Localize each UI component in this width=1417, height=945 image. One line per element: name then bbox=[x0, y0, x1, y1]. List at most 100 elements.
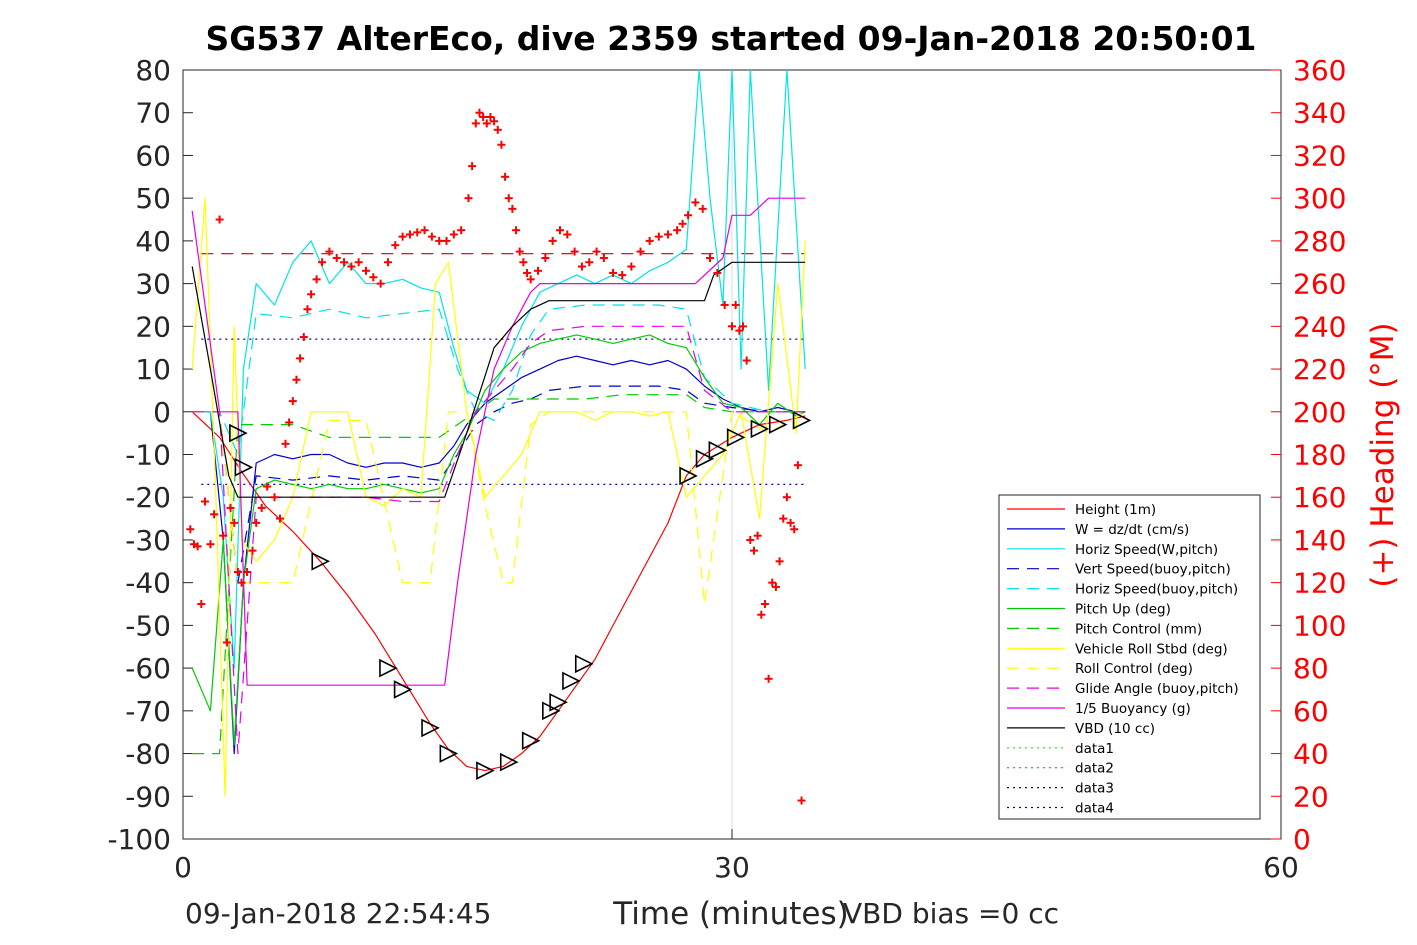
heading-marker bbox=[475, 108, 484, 117]
heading-marker bbox=[215, 215, 224, 224]
heading-marker bbox=[281, 439, 290, 448]
heading-marker bbox=[691, 198, 700, 207]
y-tick-label: -10 bbox=[125, 439, 171, 472]
heading-marker bbox=[237, 578, 246, 587]
heading-marker bbox=[654, 232, 663, 241]
heading-marker bbox=[263, 482, 272, 491]
glider-marker bbox=[708, 440, 728, 460]
heading-marker bbox=[391, 241, 400, 250]
heading-marker bbox=[698, 204, 707, 213]
x-tick-label: 60 bbox=[1263, 851, 1299, 884]
series-line bbox=[192, 394, 806, 755]
heading-marker bbox=[312, 275, 321, 284]
glider-marker bbox=[549, 692, 568, 712]
heading-marker bbox=[222, 638, 231, 647]
y2-tick-label: 200 bbox=[1293, 396, 1346, 429]
x-axis-label: Time (minutes) bbox=[612, 896, 848, 932]
glider-marker bbox=[393, 680, 413, 699]
heading-marker bbox=[618, 271, 627, 280]
y-tick-label: 80 bbox=[135, 54, 171, 87]
heading-marker bbox=[332, 253, 341, 262]
glider-marker bbox=[792, 411, 812, 430]
heading-marker bbox=[285, 418, 294, 427]
heading-marker bbox=[609, 268, 618, 277]
heading-marker bbox=[471, 119, 480, 128]
heading-marker bbox=[508, 204, 517, 213]
heading-marker bbox=[275, 514, 284, 523]
y-tick-label: -70 bbox=[125, 695, 171, 728]
heading-marker bbox=[497, 140, 506, 149]
heading-marker bbox=[735, 326, 744, 335]
y2-tick-label: 0 bbox=[1293, 823, 1311, 856]
heading-marker bbox=[753, 531, 762, 540]
legend-label: 1/5 Buoyancy (g) bbox=[1075, 701, 1191, 717]
series-line bbox=[192, 385, 806, 584]
heading-marker bbox=[197, 600, 206, 609]
heading-marker bbox=[486, 112, 495, 121]
heading-marker bbox=[210, 510, 219, 519]
heading-marker bbox=[731, 300, 740, 309]
heading-marker bbox=[252, 518, 261, 527]
glider-marker bbox=[768, 415, 788, 434]
plot-area: -100-90-80-70-60-50-40-30-20-10010203040… bbox=[107, 54, 1346, 884]
heading-marker bbox=[673, 226, 682, 235]
heading-marker bbox=[627, 262, 636, 271]
heading-marker bbox=[219, 531, 228, 540]
series-line bbox=[192, 411, 806, 605]
heading-marker bbox=[479, 112, 488, 121]
heading-marker bbox=[405, 230, 414, 239]
glider-marker bbox=[421, 718, 440, 738]
y2-tick-label: 280 bbox=[1293, 225, 1346, 258]
heading-marker bbox=[296, 354, 305, 363]
heading-marker bbox=[599, 253, 608, 262]
heading-marker bbox=[501, 172, 510, 181]
y-tick-label: -20 bbox=[125, 481, 171, 514]
heading-marker bbox=[738, 322, 747, 331]
legend: Height (1m) W = dz/dt (cm/s) Horiz Speed(W… bbox=[998, 494, 1261, 820]
heading-marker bbox=[563, 230, 572, 239]
y-tick-label: -40 bbox=[125, 567, 171, 600]
y-tick-label: 40 bbox=[135, 225, 171, 258]
heading-marker bbox=[493, 125, 502, 134]
heading-marker bbox=[548, 236, 557, 245]
heading-marker bbox=[742, 356, 751, 365]
y2-tick-label: 360 bbox=[1293, 54, 1346, 87]
heading-marker bbox=[230, 518, 239, 527]
heading-marker bbox=[534, 266, 543, 275]
heading-marker bbox=[292, 375, 301, 384]
legend-label: Glide Angle (buoy,pitch) bbox=[1075, 681, 1239, 697]
heading-marker bbox=[383, 258, 392, 267]
heading-marker bbox=[243, 567, 252, 576]
legend-label: VBD (10 cc) bbox=[1075, 721, 1155, 737]
legend-label: W = dz/dt (cm/s) bbox=[1075, 522, 1189, 538]
y2-tick-label: 300 bbox=[1293, 182, 1346, 215]
heading-marker bbox=[347, 262, 356, 271]
glider-marker bbox=[229, 423, 248, 443]
y-tick-label: 10 bbox=[135, 353, 171, 386]
heading-marker bbox=[270, 493, 279, 502]
y2-tick-label: 60 bbox=[1293, 695, 1329, 728]
footer-timestamp: 09-Jan-2018 22:54:45 bbox=[185, 897, 492, 930]
heading-marker bbox=[233, 567, 242, 576]
y-tick-label: -60 bbox=[125, 652, 171, 685]
heading-marker bbox=[786, 518, 795, 527]
y2-tick-label: 340 bbox=[1293, 97, 1346, 130]
y2-tick-label: 40 bbox=[1293, 738, 1329, 771]
heading-marker bbox=[720, 300, 729, 309]
series-line bbox=[191, 261, 806, 498]
legend-label: Pitch Control (mm) bbox=[1075, 621, 1202, 637]
heading-marker bbox=[515, 247, 524, 256]
y2-tick-label: 160 bbox=[1293, 481, 1346, 514]
y-tick-label: -90 bbox=[125, 780, 171, 813]
heading-marker bbox=[746, 535, 755, 544]
y-tick-label: -100 bbox=[107, 823, 171, 856]
heading-marker bbox=[555, 226, 564, 235]
heading-marker bbox=[449, 230, 458, 239]
heading-marker bbox=[226, 503, 235, 512]
y-tick-label: -30 bbox=[125, 524, 171, 557]
heading-marker bbox=[684, 211, 693, 220]
glider-marker bbox=[234, 458, 254, 477]
legend-label: data3 bbox=[1075, 781, 1114, 797]
y-tick-label: 30 bbox=[135, 268, 171, 301]
